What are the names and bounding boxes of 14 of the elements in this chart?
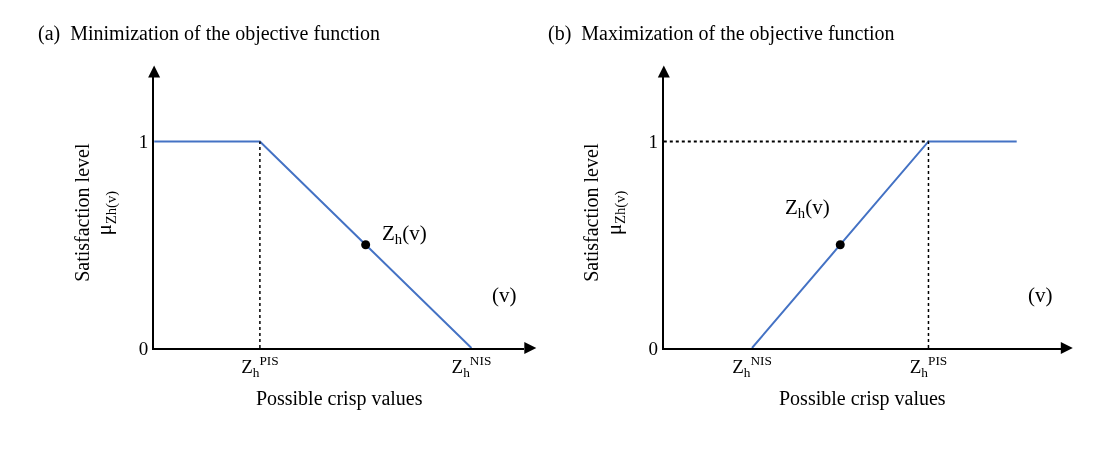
annotation: (v) [1028,283,1053,307]
chart-title: (b) Maximization of the objective function [548,22,895,45]
y-tick-label: 1 [648,131,658,153]
y-tick-label: 0 [648,337,658,359]
x-axis-title: Possible crisp values [255,386,423,410]
annotation: (v) [492,283,517,307]
annotation: Z$_{h}$(v) [382,221,427,248]
y-axis-title: Satisfaction level [580,143,603,282]
x-axis-title: Possible crisp values [778,386,946,410]
y-axis-title: Satisfaction level [70,143,93,282]
annotation: Z$_{h}$(v) [785,195,830,222]
chart-title: (a) Minimization of the objective function [38,22,381,45]
y-tick-label: 0 [138,337,149,359]
y-tick-label: 1 [138,131,149,153]
